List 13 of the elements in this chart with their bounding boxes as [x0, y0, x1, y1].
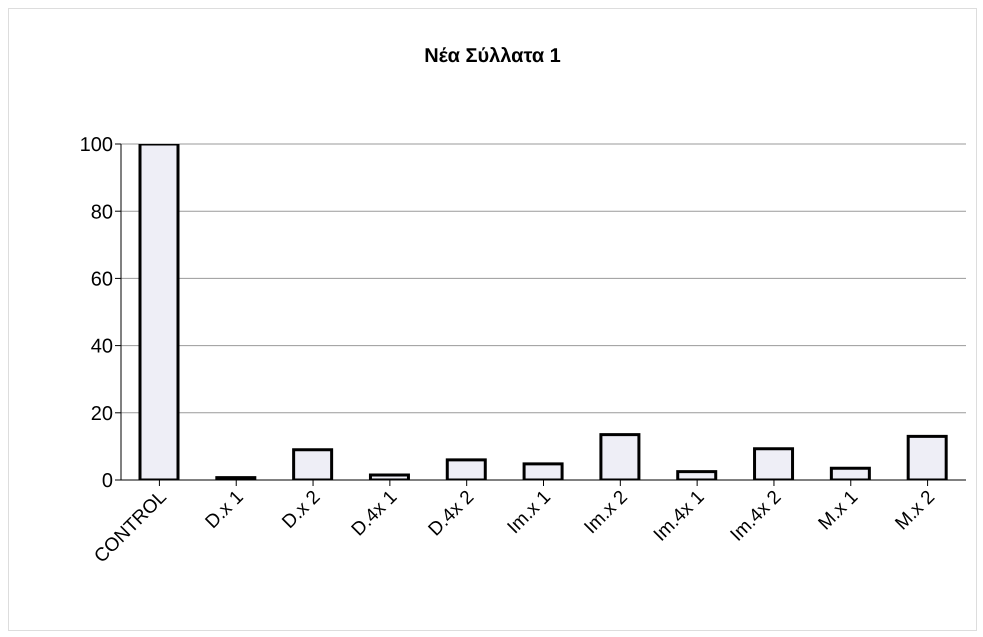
y-tick-label: 20	[90, 402, 113, 425]
y-tick-label: 60	[90, 268, 113, 290]
x-tick-label: Im.x 1	[504, 486, 556, 538]
x-tick-label: M.x 1	[814, 486, 862, 534]
x-tick-label: M.x 2	[891, 486, 940, 534]
x-tick-label: Im.x 2	[580, 486, 632, 538]
y-tick-label: 100	[80, 134, 113, 156]
x-tick-label: D.x 1	[202, 486, 248, 533]
x-tick-label: D.x 2	[278, 486, 325, 533]
y-tick-label: 0	[102, 470, 113, 492]
y-tick-label: 40	[90, 336, 113, 358]
chart-title: Νέα Σύλλατα 1	[423, 45, 562, 68]
y-tick-label: 80	[90, 201, 113, 224]
